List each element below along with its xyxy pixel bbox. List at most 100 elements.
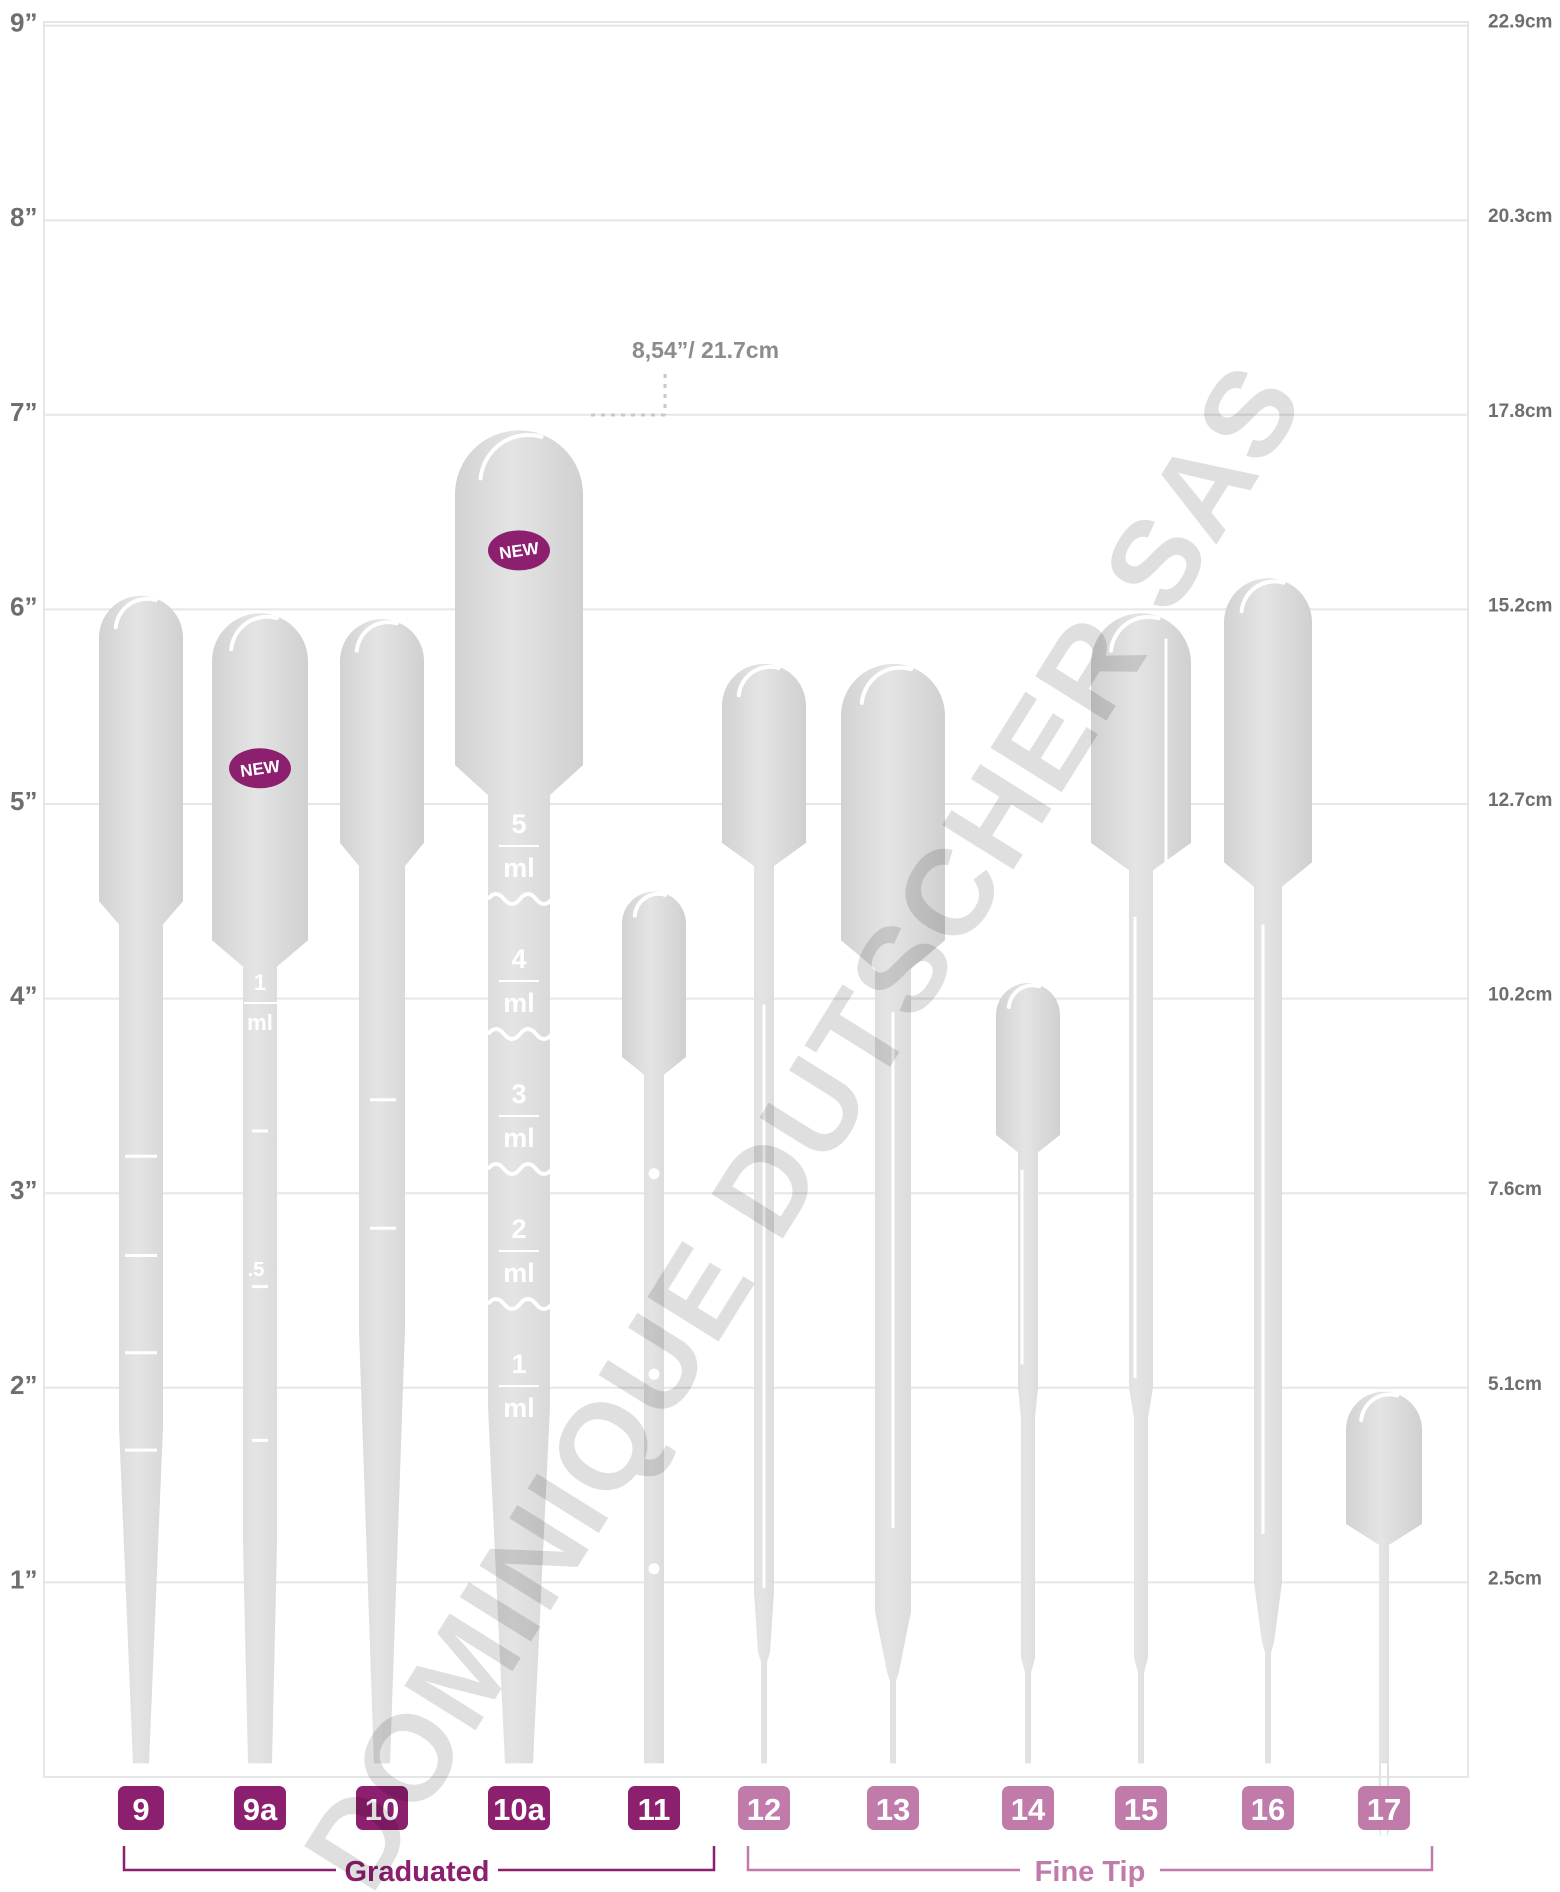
- volume-mark: 5: [511, 809, 526, 839]
- pipette-10: [340, 619, 424, 1764]
- inch-axis: 1” 2” 3” 4” 5” 6” 7” 8” 9”: [10, 8, 37, 1595]
- badge-box: [1242, 1786, 1294, 1830]
- volume-mark: 3: [511, 1079, 526, 1109]
- cm-tick-label: 15.2cm: [1488, 595, 1552, 616]
- badge-13: 13: [867, 1786, 919, 1830]
- badge-label: 16: [1251, 1792, 1285, 1827]
- pipette-14: [996, 983, 1060, 1764]
- volume-unit: ml: [247, 1010, 273, 1035]
- volume-unit: ml: [503, 1258, 535, 1288]
- annotation-leader: [585, 374, 667, 417]
- badge-label: 9a: [243, 1792, 278, 1827]
- max-length-annotation: 8,54”/ 21.7cm: [585, 337, 779, 417]
- max-length-label: 8,54”/ 21.7cm: [632, 337, 779, 363]
- inch-tick-label: 1”: [10, 1564, 37, 1594]
- badge-label: 10a: [493, 1792, 545, 1827]
- badge-label: 12: [747, 1792, 781, 1827]
- badge-box: [1358, 1786, 1410, 1830]
- badge-9: 9: [118, 1786, 164, 1830]
- pipette-body: [996, 983, 1060, 1764]
- volume-unit: ml: [503, 853, 535, 883]
- badge-box: [234, 1786, 286, 1830]
- badge-box: [488, 1786, 550, 1830]
- badge-box: [1115, 1786, 1167, 1830]
- volume-mark-1: 1: [254, 970, 266, 995]
- pipette-highlight: [736, 664, 781, 698]
- pipette-body: [1346, 1391, 1422, 1838]
- pipette-body: [1091, 613, 1191, 1764]
- watermark-text: DOMINIQUE DUTSCHER SAS: [278, 340, 1330, 1892]
- badge-box: [1002, 1786, 1054, 1830]
- badge-16: 16: [1242, 1786, 1294, 1830]
- badge-15: 15: [1115, 1786, 1167, 1830]
- badge-label: 9: [132, 1792, 149, 1827]
- pipette-highlight: [113, 596, 158, 630]
- badge-box: [356, 1786, 408, 1830]
- mark-separator: [486, 1162, 554, 1176]
- badge-10a: 10a: [488, 1786, 550, 1830]
- badge-label: 10: [365, 1792, 399, 1827]
- cm-tick-label: 22.9cm: [1488, 12, 1552, 33]
- pipette-highlight: [1109, 614, 1161, 653]
- graduation-dot: [648, 1168, 660, 1180]
- watermark: DOMINIQUE DUTSCHER SAS: [278, 340, 1330, 1892]
- pipette-highlight: [354, 620, 399, 653]
- inch-tick-label: 6”: [10, 591, 37, 621]
- pipette-9: [99, 595, 183, 1764]
- new-badge: [488, 530, 550, 571]
- cm-tick-label: 12.7cm: [1488, 790, 1552, 811]
- group-label: Graduated: [344, 1856, 489, 1888]
- pipette-15: [1091, 613, 1191, 1764]
- cm-tick-label: 10.2cm: [1488, 985, 1552, 1006]
- group-brackets: Graduated Fine Tip: [122, 1846, 1434, 1888]
- graduation-dot: [648, 1368, 660, 1380]
- pipette-highlight: [1239, 579, 1286, 614]
- badge-label: 13: [876, 1792, 910, 1827]
- pipette-12: [722, 663, 806, 1764]
- pipette-highlight: [1359, 1392, 1400, 1423]
- pipette-highlight: [229, 614, 279, 652]
- pipette-highlight: [632, 891, 668, 918]
- badge-box: [118, 1786, 164, 1830]
- badge-label: 14: [1011, 1792, 1046, 1827]
- volume-mark: 4: [511, 944, 526, 974]
- bracket-line: [746, 1846, 1434, 1872]
- graduation-dot: [648, 1563, 660, 1575]
- plot-frame: [43, 21, 1469, 1778]
- cm-axis: 2.5cm 5.1cm 7.6cm 10.2cm 12.7cm 15.2cm 17.8cm 2…: [1488, 12, 1552, 1590]
- group-label: Fine Tip: [1035, 1856, 1146, 1888]
- badge-11: 11: [628, 1786, 680, 1830]
- pipette-body: [455, 430, 583, 1764]
- inch-tick-label: 4”: [10, 981, 37, 1011]
- bracket-fine_tip: Fine Tip: [746, 1846, 1434, 1888]
- pipette-body: [1224, 578, 1312, 1764]
- pipette-highlight: [859, 665, 914, 705]
- inch-tick-label: 7”: [10, 397, 37, 427]
- badge-17: 17: [1358, 1786, 1410, 1830]
- pipette-highlight: [478, 433, 544, 481]
- badge-12: 12: [738, 1786, 790, 1830]
- cm-tick-label: 20.3cm: [1488, 206, 1552, 227]
- pipette-body: [622, 891, 686, 1768]
- cm-tick-label: 5.1cm: [1488, 1374, 1542, 1395]
- inch-tick-label: 2”: [10, 1370, 37, 1400]
- volume-unit: ml: [503, 1393, 535, 1423]
- bracket-graduated: Graduated: [122, 1846, 716, 1888]
- badge-10: 10: [356, 1786, 408, 1830]
- pipette-highlight: [1006, 983, 1042, 1010]
- inch-tick-label: 9”: [10, 8, 37, 38]
- badge-9a: 9a: [234, 1786, 286, 1830]
- cm-tick-label: 7.6cm: [1488, 1179, 1542, 1200]
- badge-label: 17: [1367, 1792, 1401, 1827]
- pipette-13: [841, 663, 945, 1764]
- badge-box: [738, 1786, 790, 1830]
- badge-14: 14: [1002, 1786, 1054, 1830]
- cm-tick-label: 2.5cm: [1488, 1568, 1542, 1589]
- inch-tick-label: 5”: [10, 786, 37, 816]
- new-badge: [229, 748, 291, 789]
- bracket-line: [122, 1846, 716, 1872]
- inch-tick-label: 3”: [10, 1175, 37, 1205]
